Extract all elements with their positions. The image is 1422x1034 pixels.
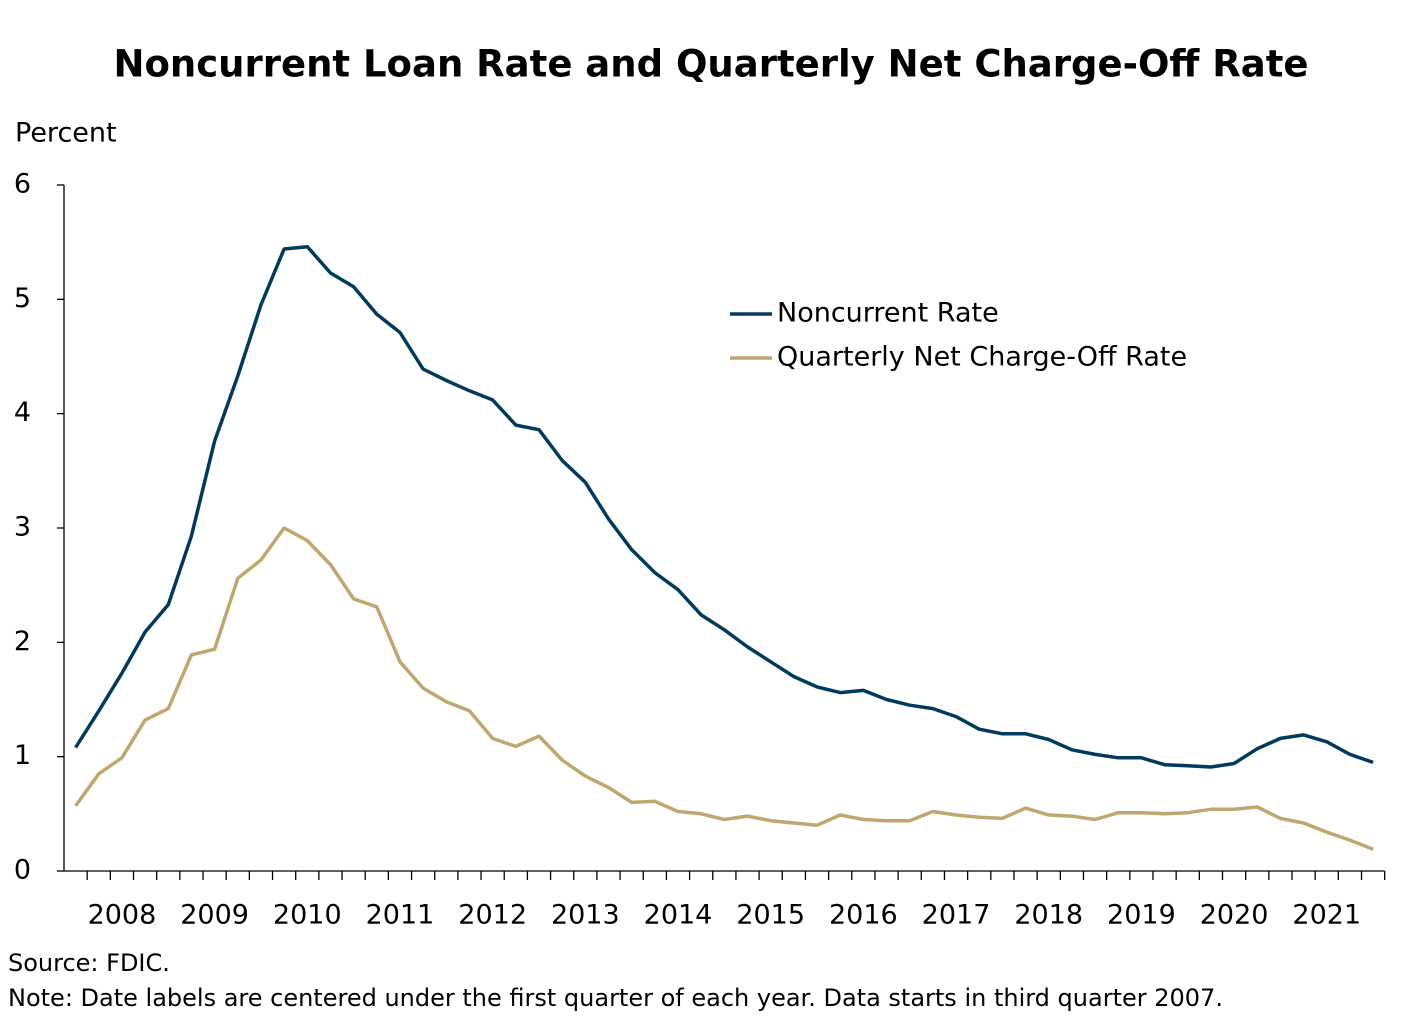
x-tick-label: 2021 [1292,900,1361,931]
x-tick-label: 2020 [1200,900,1269,931]
x-tick-label: 2008 [88,900,157,931]
chart-title: Noncurrent Loan Rate and Quarterly Net C… [113,43,1308,86]
x-tick-label: 2016 [829,900,898,931]
x-tick-label: 2012 [458,900,527,931]
y-tick-label: 3 [14,512,31,543]
series-line [74,526,1374,851]
y-axis-label: Percent [15,118,117,149]
footnote: Note: Date labels are centered under the… [8,984,1223,1012]
y-tick-label: 2 [14,626,31,657]
y-tick-label: 6 [14,169,31,200]
y-tick-label: 0 [14,855,31,886]
x-tick-label: 2010 [273,900,342,931]
y-tick-label: 5 [14,283,31,314]
y-tick-label: 4 [14,397,31,428]
x-tick-label: 2017 [922,900,991,931]
x-tick-label: 2011 [366,900,435,931]
source-note: Source: FDIC. [8,949,170,977]
series-line [74,244,1374,769]
x-tick-label: 2018 [1014,900,1083,931]
x-tick-label: 2013 [551,900,620,931]
legend-label: Quarterly Net Charge-Off Rate [777,342,1187,373]
x-tick-label: 2019 [1107,900,1176,931]
x-tick-label: 2014 [644,900,713,931]
x-tick-label: 2015 [736,900,805,931]
y-tick-label: 1 [14,740,31,771]
x-tick-label: 2009 [180,900,249,931]
legend-label: Noncurrent Rate [777,298,999,329]
